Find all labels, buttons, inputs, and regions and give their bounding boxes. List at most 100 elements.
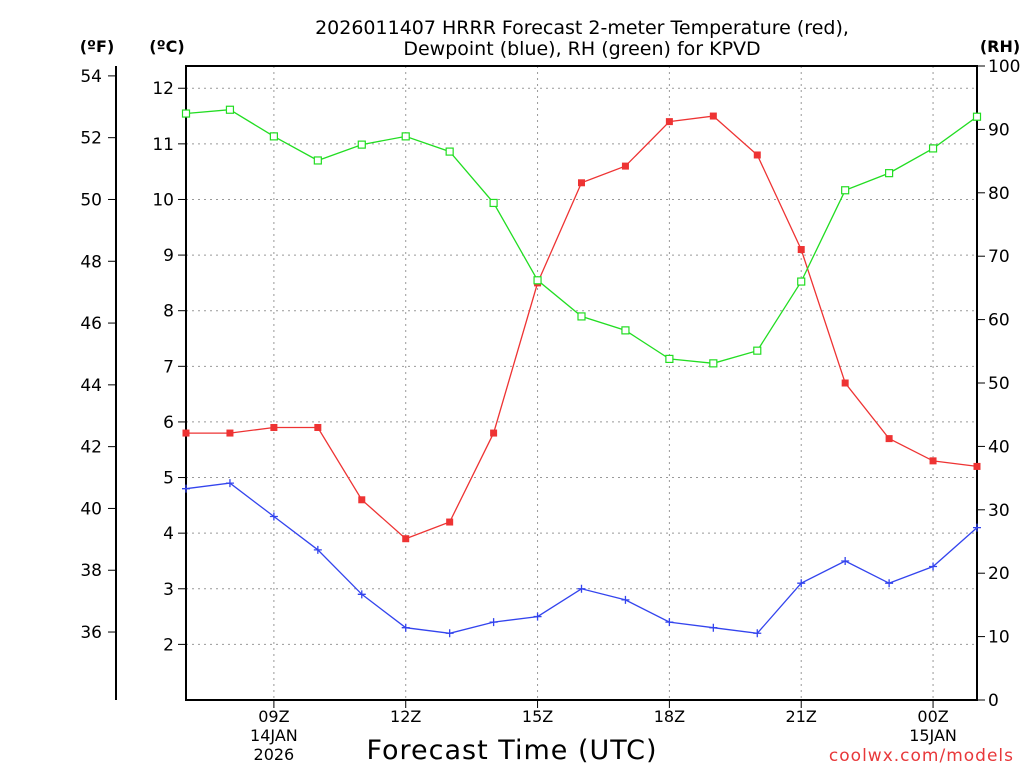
celsius-tick-label: 9 (163, 246, 174, 266)
rh-line (185, 109, 978, 364)
celsius-tick-label: 10 (152, 190, 174, 210)
dewpoint-point (797, 579, 806, 588)
temperature-point (665, 118, 673, 126)
temperature-point (402, 535, 410, 543)
chart-title-line1: 2026011407 HRRR Forecast 2-meter Tempera… (315, 17, 849, 39)
temperature-point (226, 429, 234, 437)
celsius-tick-label: 11 (152, 135, 174, 155)
fahrenheit-tick-label: 52 (80, 129, 102, 149)
credit-text: coolwx.com/models (829, 746, 1014, 766)
celsius-tick-label: 12 (152, 79, 174, 99)
dewpoint-point (445, 629, 454, 638)
dewpoint-point (533, 612, 542, 621)
fahrenheit-tick-label: 40 (80, 499, 102, 519)
celsius-tick-label: 5 (163, 469, 174, 489)
chart-title-line2: Dewpoint (blue), RH (green) for KPVD (403, 38, 760, 60)
celsius-tick-label: 8 (163, 302, 174, 322)
rh-tick-label: 60 (988, 311, 1010, 331)
rh-tick-label: 80 (988, 184, 1010, 204)
celsius-tick-label: 3 (163, 580, 174, 600)
fahrenheit-unit-label: (ºF) (80, 37, 115, 56)
temperature-point (621, 162, 629, 170)
dewpoint-point (973, 523, 981, 532)
celsius-tick-label: 4 (163, 524, 174, 544)
rh-tick-label: 100 (988, 57, 1020, 77)
temperature-point (446, 518, 454, 526)
temperature-point (929, 457, 937, 465)
dewpoint-point (665, 618, 674, 627)
rh-point (885, 169, 894, 178)
fahrenheit-tick-label: 50 (80, 190, 102, 210)
x-tick-label: 09Z (258, 707, 289, 726)
rh-tick-label: 10 (988, 628, 1010, 648)
rh-point (269, 132, 278, 141)
rh-point (841, 186, 850, 195)
celsius-tick-label: 7 (163, 357, 174, 377)
x-tick-year: 2026 (254, 745, 295, 764)
temperature-point (270, 423, 278, 431)
dewpoint-point (401, 623, 410, 632)
temperature-point (973, 462, 981, 470)
axes (108, 65, 985, 708)
rh-tick-label: 90 (988, 120, 1010, 140)
fahrenheit-tick-label: 38 (80, 561, 102, 581)
data-series (181, 105, 982, 638)
temperature-point (578, 179, 585, 187)
rh-unit-label: (RH) (980, 37, 1020, 56)
temperature-point (709, 112, 717, 120)
fahrenheit-tick-label: 48 (80, 252, 102, 272)
temperature-point (797, 246, 805, 254)
dewpoint-point (489, 618, 498, 627)
rh-point (753, 346, 762, 355)
rh-point (972, 112, 982, 121)
dewpoint-point (313, 545, 322, 554)
rh-tick-label: 50 (988, 374, 1010, 394)
x-tick-label: 12Z (390, 707, 421, 726)
celsius-tick-label: 2 (163, 635, 174, 655)
dewpoint-point (885, 579, 894, 588)
dewpoint-point (753, 629, 762, 638)
temperature-point (358, 496, 366, 504)
celsius-unit-label: (ºC) (149, 37, 184, 56)
rh-point (181, 109, 191, 118)
rh-point (665, 354, 674, 364)
fahrenheit-tick-label: 44 (80, 376, 102, 396)
dewpoint-point (225, 479, 234, 488)
rh-point (709, 359, 718, 368)
rh-point (225, 105, 235, 114)
dewpoint-point (357, 590, 366, 599)
rh-point (928, 144, 938, 153)
temperature-point (841, 379, 849, 387)
dewpoint-point (269, 512, 278, 521)
fahrenheit-tick-label: 54 (80, 67, 102, 87)
celsius-tick-label: 6 (163, 413, 174, 433)
dewpoint-point (182, 484, 190, 493)
x-tick-label: 18Z (654, 707, 685, 726)
rh-tick-label: 0 (988, 691, 999, 711)
dewpoint-point (841, 556, 850, 565)
tick-labels: 2 3 4 5 6 7 8 9 10 11 12 36 38 40 42 44 46 48 50 52 54 0 10 20 3… (80, 57, 1020, 764)
rh-tick-label: 40 (988, 437, 1010, 457)
rh-point (313, 156, 322, 165)
rh-point (357, 140, 366, 149)
fahrenheit-tick-label: 36 (80, 623, 102, 643)
rh-tick-label: 30 (988, 501, 1010, 521)
temperature-point (885, 435, 893, 443)
rh-point (577, 312, 586, 321)
dewpoint-point (929, 562, 938, 571)
grid-lines (186, 66, 977, 700)
rh-point (621, 326, 630, 335)
x-tick-date: 15JAN (909, 726, 957, 745)
rh-tick-label: 70 (988, 247, 1010, 267)
dewpoint-point (577, 584, 586, 593)
temperature-point (490, 429, 498, 437)
fahrenheit-tick-label: 42 (80, 438, 102, 458)
x-tick-label: 21Z (786, 707, 817, 726)
rh-point (445, 147, 454, 156)
x-axis-label: Forecast Time (UTC) (366, 735, 657, 766)
rh-point (489, 198, 498, 208)
x-tick-date: 14JAN (250, 726, 298, 745)
dewpoint-point (621, 595, 630, 604)
temperature-point (753, 151, 761, 159)
